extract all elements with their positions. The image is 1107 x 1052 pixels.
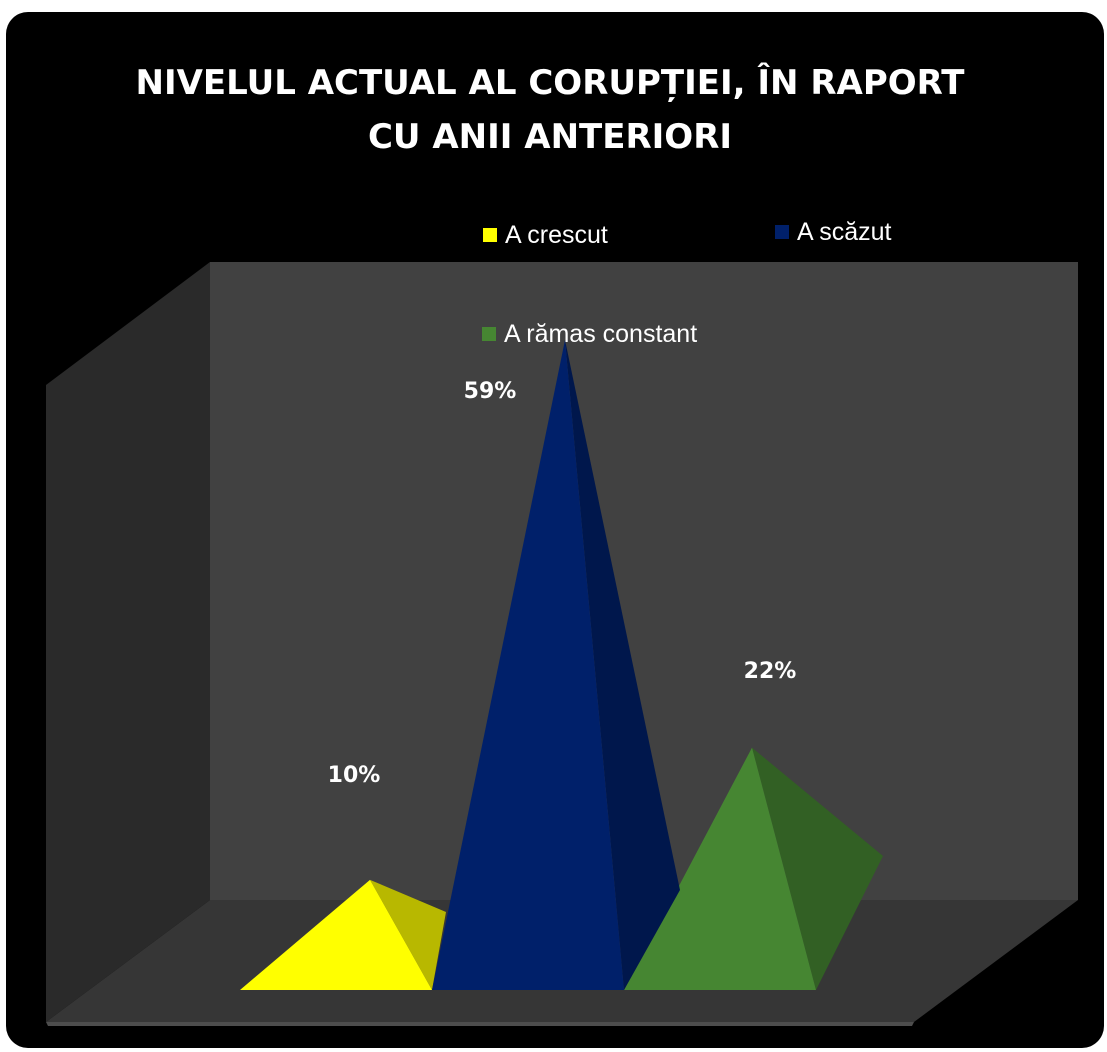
pyramid-side-face bbox=[565, 340, 680, 990]
data-label: 22% bbox=[744, 659, 797, 684]
left-wall bbox=[46, 262, 210, 1022]
floor-edge bbox=[46, 1022, 914, 1026]
pyramid-front-face bbox=[624, 747, 816, 990]
back-wall bbox=[210, 262, 1078, 900]
pyramid-a-ramas-constant bbox=[624, 747, 883, 990]
legend-item: A scăzut bbox=[775, 218, 892, 246]
pyramid-front-face bbox=[240, 879, 432, 990]
legend-label: A rămas constant bbox=[504, 320, 697, 348]
data-labels: 10% 59% 22% bbox=[328, 379, 797, 788]
pyramid-side-face bbox=[752, 747, 883, 990]
chart-title: NIVELUL ACTUAL AL CORUPȚIEI, ÎN RAPORT C… bbox=[135, 63, 965, 157]
data-label: 59% bbox=[464, 379, 517, 404]
legend-item: A rămas constant bbox=[482, 320, 697, 348]
chart-series bbox=[240, 340, 883, 990]
pyramid-front-face bbox=[432, 340, 624, 990]
pyramid-side-face bbox=[370, 879, 446, 990]
legend-item: A crescut bbox=[483, 221, 608, 249]
legend-swatch bbox=[775, 225, 789, 239]
legend-label: A scăzut bbox=[797, 218, 892, 246]
data-label: 10% bbox=[328, 763, 381, 788]
chart-legend: A crescut A scăzut A rămas constant bbox=[482, 218, 892, 348]
pyramid-a-crescut bbox=[240, 879, 446, 990]
legend-swatch bbox=[482, 327, 496, 341]
pyramid-a-scazut bbox=[432, 340, 680, 990]
legend-label: A crescut bbox=[505, 221, 608, 249]
legend-swatch bbox=[483, 228, 497, 242]
